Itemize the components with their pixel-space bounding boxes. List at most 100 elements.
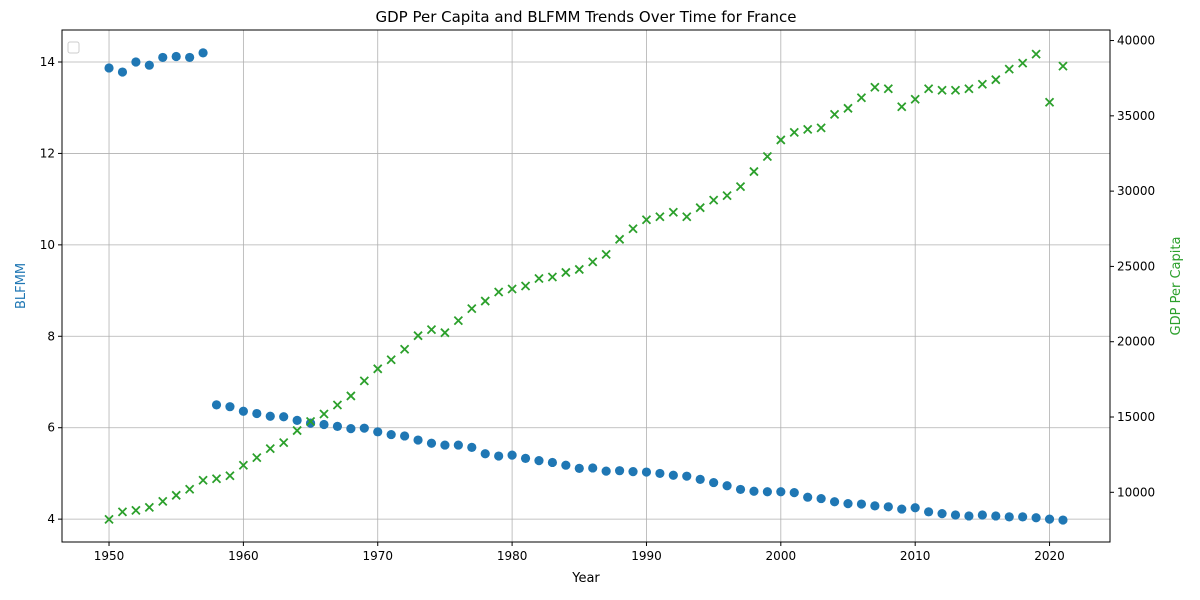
gdp-point <box>977 79 987 89</box>
blfmm-point <box>547 457 558 468</box>
blfmm-point <box>803 492 813 502</box>
blfmm-point <box>641 467 652 477</box>
x-axis-ticks: 1950 1960 1970 1980 1990 2000 2010 2020 <box>94 542 1065 563</box>
blfmm-point <box>668 470 678 480</box>
gdp-point <box>964 84 974 94</box>
gdp-point <box>171 490 181 500</box>
gdp-point <box>440 328 450 338</box>
legend-box <box>67 41 80 54</box>
gdp-point <box>735 181 746 192</box>
gdp-point <box>399 344 410 354</box>
blfmm-point <box>991 511 1001 521</box>
gdp-point <box>359 376 369 386</box>
gdp-point <box>856 93 867 103</box>
grid <box>62 30 1110 542</box>
blfmm-point <box>400 431 410 441</box>
left-y-tick-label: 10 <box>40 238 55 252</box>
blfmm-point <box>453 440 463 450</box>
x-tick-label: 1990 <box>631 549 662 563</box>
x-tick-label: 1950 <box>94 549 125 563</box>
blfmm-point <box>816 493 826 504</box>
gdp-point <box>185 484 195 494</box>
gdp-point <box>252 453 262 463</box>
blfmm-point <box>332 421 343 431</box>
blfmm-point <box>1018 512 1028 522</box>
gdp-point <box>1044 97 1055 107</box>
gdp-point <box>453 315 463 326</box>
gdp-point <box>722 191 732 201</box>
gdp-point <box>346 391 356 401</box>
blfmm-point <box>211 400 222 410</box>
gdp-point <box>829 109 840 119</box>
gdp-point <box>1004 64 1014 74</box>
blfmm-point <box>762 487 772 497</box>
blfmm-series <box>104 48 1068 525</box>
gdp-point <box>668 207 678 217</box>
blfmm-point <box>789 488 799 498</box>
right-y-tick-label: 10000 <box>1117 485 1155 499</box>
x-tick-label: 2010 <box>900 549 931 563</box>
x-tick-label: 2000 <box>766 549 797 563</box>
blfmm-point <box>1031 513 1041 523</box>
blfmm-point <box>279 412 289 422</box>
gdp-point <box>870 82 880 92</box>
gdp-point <box>749 166 759 177</box>
left-y-tick-label: 4 <box>47 512 55 526</box>
gdp-point <box>561 267 571 278</box>
gdp-point <box>1018 58 1028 68</box>
blfmm-point <box>359 423 369 433</box>
right-y-tick-label: 30000 <box>1117 184 1155 198</box>
blfmm-point <box>561 460 571 470</box>
blfmm-point <box>843 499 853 509</box>
blfmm-point <box>507 450 517 460</box>
blfmm-point <box>776 487 786 497</box>
blfmm-point <box>131 57 141 67</box>
left-y-tick-label: 12 <box>40 146 55 160</box>
x-tick-label: 1960 <box>228 549 259 563</box>
chart-title: GDP Per Capita and BLFMM Trends Over Tim… <box>375 8 796 26</box>
blfmm-point <box>1004 512 1014 522</box>
x-tick-label: 1970 <box>362 549 393 563</box>
gdp-point <box>507 284 517 294</box>
blfmm-point <box>883 502 893 512</box>
blfmm-point <box>628 467 638 477</box>
blfmm-point <box>494 451 504 461</box>
blfmm-point <box>709 477 719 488</box>
blfmm-point <box>588 463 598 473</box>
gdp-point <box>305 416 316 427</box>
blfmm-point <box>117 67 128 77</box>
blfmm-point <box>897 504 907 514</box>
gdp-point <box>319 409 329 419</box>
blfmm-point <box>467 442 477 452</box>
blfmm-point <box>870 501 880 511</box>
blfmm-point <box>386 429 396 440</box>
gdp-point <box>709 195 719 205</box>
gdp-point <box>467 303 477 314</box>
left-y-tick-label: 6 <box>47 421 55 435</box>
plot-frame <box>61 29 1111 543</box>
gdp-point <box>1058 61 1068 71</box>
gdp-point <box>803 124 813 135</box>
blfmm-point <box>1044 514 1055 524</box>
left-y-tick-label: 8 <box>47 329 55 343</box>
blfmm-point <box>440 440 450 450</box>
blfmm-point <box>574 463 584 473</box>
blfmm-point <box>185 52 195 63</box>
gdp-point <box>682 212 692 222</box>
blfmm-point <box>305 418 316 428</box>
right-y-tick-label: 20000 <box>1117 335 1155 349</box>
gdp-point <box>1031 49 1041 59</box>
blfmm-point <box>937 509 947 519</box>
blfmm-point <box>614 466 625 476</box>
blfmm-point <box>924 507 934 517</box>
blfmm-point <box>252 408 262 419</box>
gdp-point <box>104 514 114 525</box>
blfmm-point <box>722 481 732 491</box>
blfmm-point <box>346 424 356 434</box>
gdp-point <box>238 460 249 470</box>
blfmm-point <box>319 419 329 430</box>
gdp-point <box>897 102 907 112</box>
gdp-point <box>158 496 168 506</box>
blfmm-point <box>104 63 114 73</box>
right-y-tick-label: 25000 <box>1117 259 1155 273</box>
